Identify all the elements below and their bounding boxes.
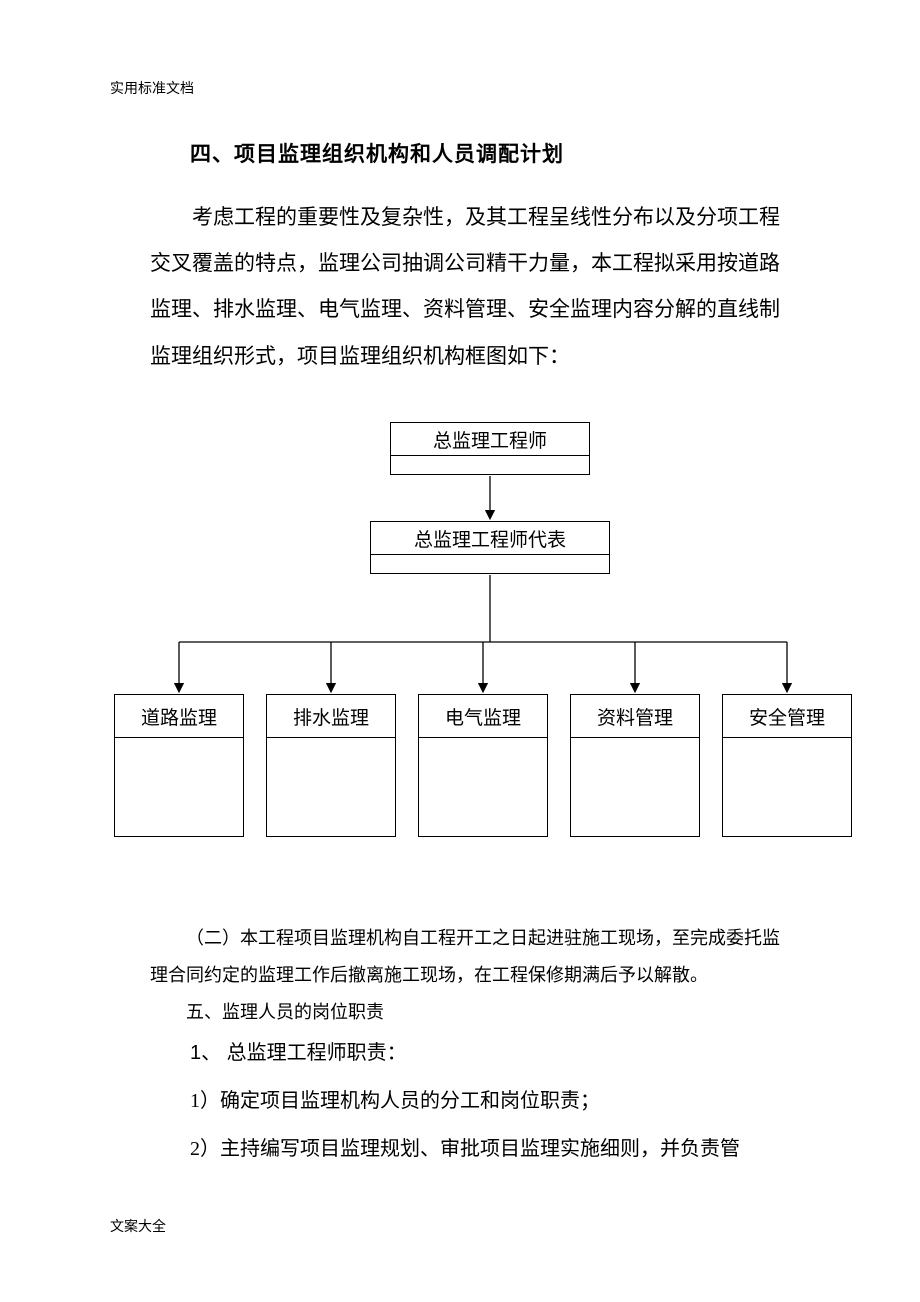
- org-leaf-0-blank: [114, 737, 244, 837]
- org-mid: 总监理工程师代表: [370, 521, 610, 555]
- intro-paragraph: 考虑工程的重要性及复杂性，及其工程呈线性分布以及分项工程交叉覆盖的特点，监理公司…: [150, 194, 780, 379]
- footer-note: 文案大全: [110, 1216, 166, 1236]
- list-item-1-1: 1）确定项目监理机构人员的分工和岗位职责；: [150, 1084, 790, 1113]
- section-4-title: 四、项目监理组织机构和人员调配计划: [190, 138, 564, 168]
- section-5-title: 五、监理人员的岗位职责: [150, 994, 790, 1030]
- header-note: 实用标准文档: [110, 78, 194, 98]
- org-leaf-3-blank: [570, 737, 700, 837]
- org-leaf-1: 排水监理: [266, 694, 396, 738]
- org-top-blank: [390, 455, 590, 475]
- org-leaf-1-blank: [266, 737, 396, 837]
- list-item-1: 1、 总监理工程师职责：: [150, 1036, 790, 1065]
- org-leaf-2: 电气监理: [418, 694, 548, 738]
- org-mid-blank: [370, 554, 610, 574]
- list-item-1-2: 2）主持编写项目监理规划、审批项目监理实施细则，并负责管: [150, 1132, 790, 1161]
- list-item-1-text: 1、 总监理工程师职责：: [190, 1042, 407, 1064]
- para2-line1: （二）本工程项目监理机构自工程开工之日起进驻施工现场，至完成委托监: [150, 920, 790, 956]
- org-leaf-4-blank: [722, 737, 852, 837]
- org-top: 总监理工程师: [390, 422, 590, 456]
- org-leaf-2-blank: [418, 737, 548, 837]
- org-leaf-0: 道路监理: [114, 694, 244, 738]
- para2-line2: 理合同约定的监理工作后撤离施工现场，在工程保修期满后予以解散。: [150, 957, 790, 993]
- org-leaf-4: 安全管理: [722, 694, 852, 738]
- org-leaf-3: 资料管理: [570, 694, 700, 738]
